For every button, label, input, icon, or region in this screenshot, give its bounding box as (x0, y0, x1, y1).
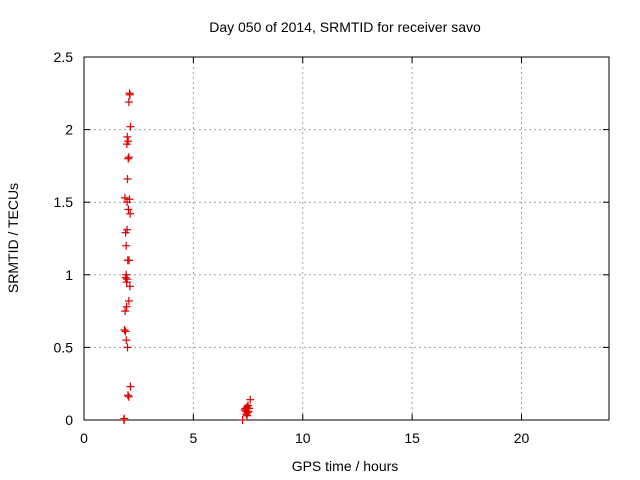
y-tick-label: 0.5 (54, 339, 74, 355)
data-point (120, 325, 129, 334)
data-point (241, 404, 250, 413)
data-point (122, 278, 131, 287)
x-tick-labels: 0 5 10 15 20 (80, 430, 529, 446)
data-point (126, 122, 135, 131)
data-point (124, 98, 133, 107)
data-point (121, 327, 130, 336)
x-tick-label: 15 (404, 430, 420, 446)
data-point (123, 174, 132, 183)
x-tick-label: 20 (514, 430, 530, 446)
data-point (124, 153, 133, 162)
data-point (238, 416, 247, 424)
data-point (125, 195, 134, 204)
data-point (123, 343, 132, 352)
data-point (122, 140, 131, 149)
grid (84, 57, 609, 420)
data-point (126, 382, 135, 391)
y-tick-label: 2 (65, 122, 73, 138)
x-tick-label: 0 (80, 430, 88, 446)
data-point (120, 414, 129, 423)
data-point (122, 302, 131, 311)
plot-frame (83, 56, 610, 421)
x-axis-label: GPS time / hours (292, 458, 399, 474)
data-point (124, 154, 133, 163)
y-axis-label: SRMTID / TECUs (5, 183, 21, 293)
data-point (124, 392, 133, 401)
data-point (124, 296, 133, 305)
data-point (125, 256, 134, 265)
data-point (120, 193, 129, 202)
data-point (123, 391, 132, 400)
data-point (125, 90, 134, 99)
data-point (125, 282, 134, 291)
data-point (123, 225, 132, 234)
y-tick-labels: 0 0.5 1 1.5 2 2.5 (54, 49, 74, 428)
data-point (121, 307, 130, 316)
data-point (121, 273, 130, 282)
data-point (246, 395, 255, 404)
data-point (242, 411, 251, 420)
data-point (122, 241, 131, 250)
y-tick-label: 0 (65, 412, 73, 428)
data-point (123, 132, 132, 141)
y-tick-label: 1.5 (54, 194, 74, 210)
chart-title: Day 050 of 2014, SRMTID for receiver sav… (209, 19, 481, 35)
y-tick-label: 2.5 (54, 49, 74, 65)
y-tick-label: 1 (65, 267, 73, 283)
x-tick-label: 5 (189, 430, 197, 446)
axis-ticks (83, 56, 609, 421)
data-point (126, 209, 135, 218)
data-points (119, 89, 255, 424)
data-point (124, 205, 133, 214)
data-point (122, 336, 131, 345)
x-tick-label: 10 (295, 430, 311, 446)
